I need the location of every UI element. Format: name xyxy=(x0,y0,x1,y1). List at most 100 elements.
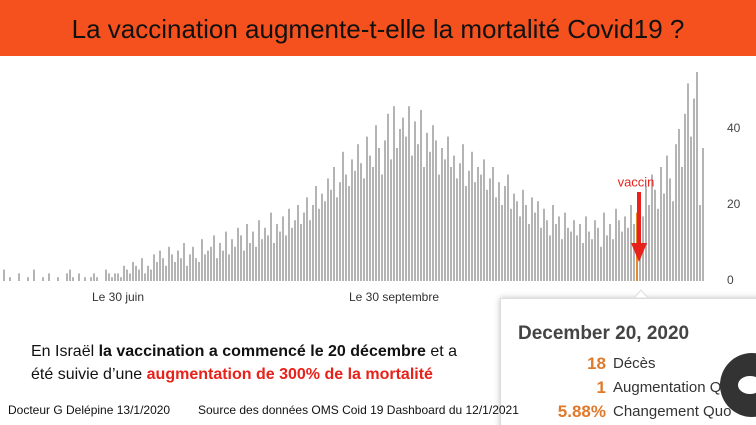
bar xyxy=(516,201,518,281)
bar xyxy=(303,212,305,281)
paragraph: En Israël la vaccination a commencé le 2… xyxy=(31,340,481,386)
bar xyxy=(546,220,548,281)
bar xyxy=(327,178,329,281)
bar xyxy=(465,186,467,281)
bar xyxy=(231,239,233,281)
bar xyxy=(477,167,479,281)
text-segment: En Israël xyxy=(31,343,99,360)
bar xyxy=(213,235,215,281)
bar xyxy=(621,231,623,281)
bar xyxy=(567,227,569,281)
bar xyxy=(444,159,446,281)
bar xyxy=(279,231,281,281)
bar xyxy=(702,148,704,281)
bar xyxy=(651,174,653,281)
bar xyxy=(363,178,365,281)
bar xyxy=(195,258,197,281)
bar xyxy=(624,216,626,281)
bar xyxy=(321,193,323,281)
tooltip-date: December 20, 2020 xyxy=(518,323,690,344)
bar xyxy=(414,121,416,282)
bar xyxy=(198,262,200,281)
bar xyxy=(690,136,692,281)
bar xyxy=(222,250,224,281)
bar xyxy=(258,220,260,281)
bar xyxy=(603,212,605,281)
bar xyxy=(90,277,92,281)
bar xyxy=(474,182,476,281)
bar xyxy=(573,220,575,281)
bar xyxy=(324,201,326,281)
bar xyxy=(615,208,617,281)
author: Docteur G Delépine 13/1/2020 xyxy=(8,403,171,417)
bar xyxy=(387,113,389,281)
bar xyxy=(336,197,338,281)
bar xyxy=(678,129,680,281)
bar xyxy=(456,178,458,281)
bar xyxy=(687,83,689,282)
tooltip-value: 5.88% xyxy=(557,402,606,421)
bar xyxy=(684,113,686,281)
bar xyxy=(555,224,557,281)
bar xyxy=(402,117,404,281)
bar xyxy=(333,167,335,281)
bar xyxy=(3,269,5,281)
bar xyxy=(153,254,155,281)
bar xyxy=(594,220,596,281)
bar xyxy=(396,148,398,281)
bar xyxy=(309,220,311,281)
bar xyxy=(486,189,488,281)
bar xyxy=(504,186,506,281)
bar xyxy=(228,254,230,281)
bar xyxy=(390,159,392,281)
bar xyxy=(660,167,662,281)
chart: 0 20 40 Le 30 juin Le 30 septembre vaccin xyxy=(3,72,741,304)
bar xyxy=(633,224,635,281)
bar xyxy=(582,243,584,281)
bar xyxy=(285,235,287,281)
bar xyxy=(135,265,137,281)
bar xyxy=(420,110,422,281)
bar xyxy=(429,151,431,281)
bar xyxy=(339,182,341,281)
bar xyxy=(117,273,119,281)
bar xyxy=(345,174,347,281)
bar xyxy=(645,186,647,281)
bar xyxy=(237,227,239,281)
bar xyxy=(48,273,50,281)
tooltip: December 20, 2020 18 Décès 1 Augmentation Q… xyxy=(500,298,756,425)
bar xyxy=(243,250,245,281)
bar xyxy=(483,159,485,281)
bar xyxy=(159,250,161,281)
bar xyxy=(138,269,140,281)
bar xyxy=(132,262,134,281)
bar xyxy=(462,144,464,281)
header-bar: La vaccination augmente-t-elle la mortal… xyxy=(0,0,756,56)
bar xyxy=(366,136,368,281)
bar xyxy=(447,136,449,281)
bar xyxy=(312,205,314,281)
bar xyxy=(183,243,185,281)
bar xyxy=(399,129,401,281)
bar xyxy=(180,258,182,281)
bar xyxy=(534,212,536,281)
bar xyxy=(66,273,68,281)
bar xyxy=(654,189,656,281)
bar xyxy=(672,201,674,281)
y-tick-label: 40 xyxy=(727,121,741,135)
bar xyxy=(318,208,320,281)
bar xyxy=(411,155,413,281)
bar xyxy=(150,269,152,281)
bar xyxy=(378,148,380,281)
bar xyxy=(513,193,515,281)
bar xyxy=(372,167,374,281)
bar xyxy=(72,277,74,281)
bar xyxy=(558,216,560,281)
bar xyxy=(381,174,383,281)
bar xyxy=(129,273,131,281)
bar xyxy=(459,163,461,281)
bar xyxy=(591,239,593,281)
bar xyxy=(291,227,293,281)
bar xyxy=(522,189,524,281)
bar xyxy=(543,208,545,281)
